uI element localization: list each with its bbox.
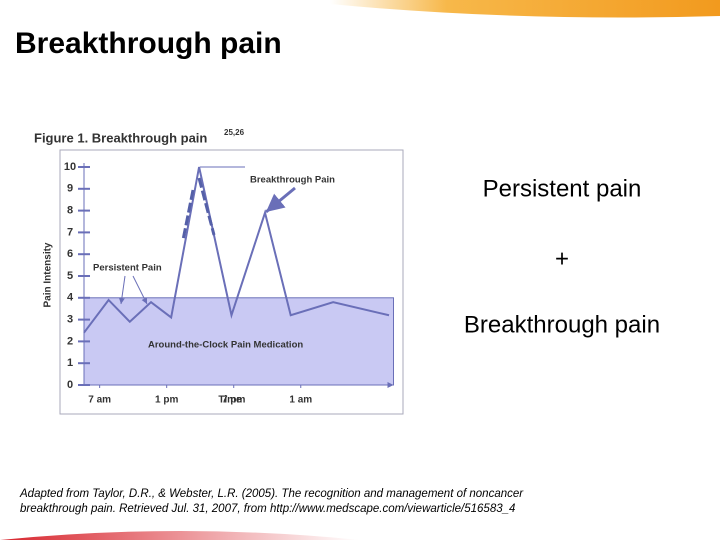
bottom-swoosh [0, 531, 360, 540]
hand-arrow [197, 177, 216, 236]
hand-arrow [181, 189, 195, 241]
citation: breakthrough pain. Retrieved Jul. 31, 20… [20, 503, 515, 515]
band-label: Around-the-Clock Pain Medication [148, 340, 303, 351]
medication-band [83, 297, 394, 386]
x-tick-label: 7 am [88, 395, 111, 406]
pain-line [83, 166, 390, 334]
right-text: Breakthrough pain [464, 311, 660, 338]
y-tick-label: 9 [67, 183, 73, 195]
right-text: + [555, 245, 569, 272]
annotation: Breakthrough Pain [250, 175, 335, 186]
figure-title: Figure 1. Breakthrough pain [34, 130, 207, 145]
y-tick-label: 7 [67, 226, 73, 238]
x-tick-label: 1 pm [155, 395, 178, 406]
y-tick-label: 2 [67, 335, 73, 347]
arrow [132, 275, 148, 305]
y-tick-label: 3 [67, 314, 73, 326]
right-text: Persistent pain [483, 175, 642, 202]
y-tick-label: 0 [67, 379, 73, 391]
y-tick-label: 4 [67, 292, 74, 304]
y-tick-label: 10 [64, 161, 76, 173]
arrow [265, 186, 296, 214]
arrow [118, 275, 126, 305]
slide-title: Breakthrough pain [15, 27, 282, 60]
x-tick-label: 1 am [289, 395, 312, 406]
y-tick-label: 6 [67, 248, 73, 260]
y-tick-label: 5 [67, 270, 73, 282]
figure-superscript: 25,26 [224, 128, 245, 137]
y-tick-label: 8 [67, 205, 73, 217]
citation: Adapted from Taylor, D.R., & Webster, L.… [19, 488, 524, 500]
x-tick-label: 7 pm [222, 395, 245, 406]
top-stripe [330, 0, 720, 18]
y-axis-label: Pain Intensity [43, 242, 54, 307]
annotation: Persistent Pain [93, 263, 162, 274]
x-axis-label: Time [218, 395, 242, 406]
y-tick-label: 1 [67, 357, 73, 369]
